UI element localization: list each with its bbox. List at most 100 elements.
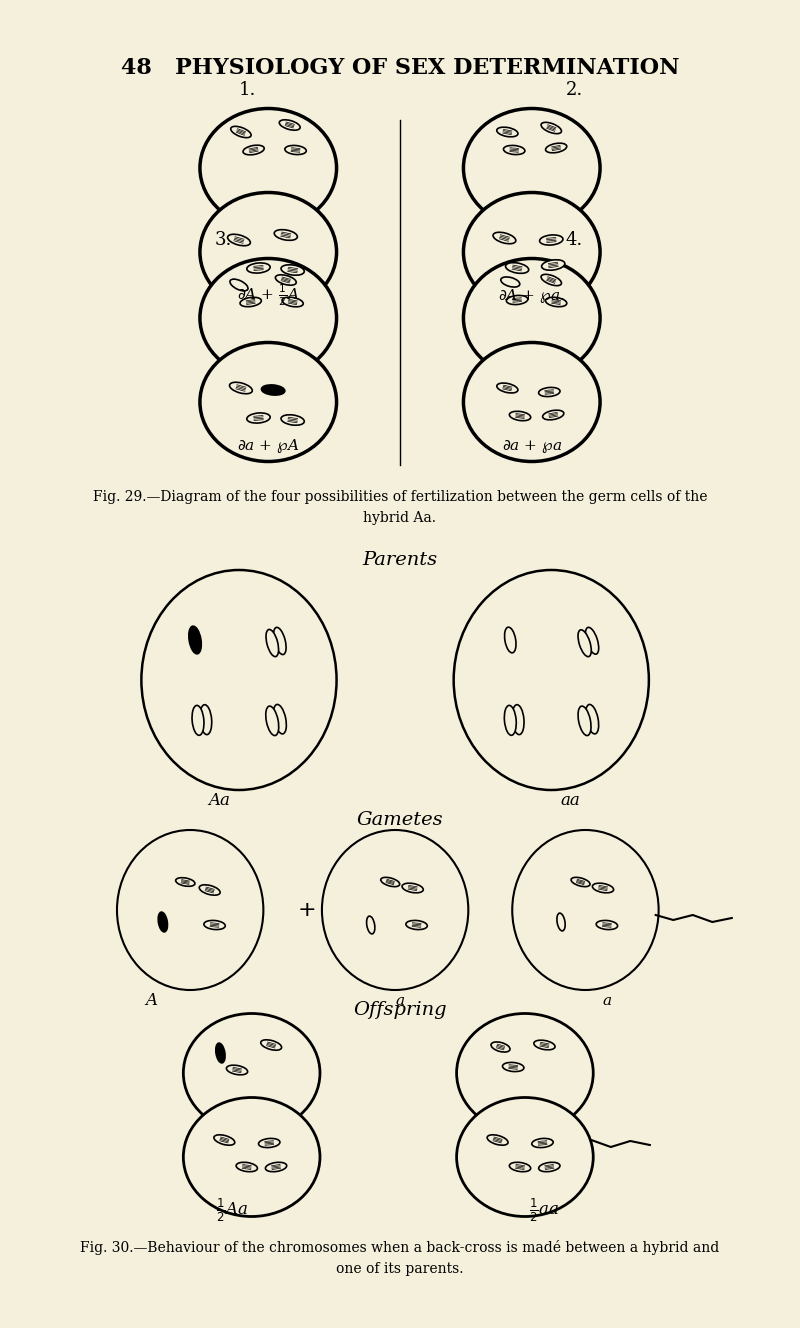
Ellipse shape (117, 830, 263, 989)
Text: $\frac{1}{2}$Aa: $\frac{1}{2}$Aa (216, 1197, 248, 1224)
Ellipse shape (258, 1138, 280, 1147)
Ellipse shape (381, 878, 400, 887)
Ellipse shape (463, 343, 600, 462)
Ellipse shape (532, 1138, 553, 1147)
Ellipse shape (454, 570, 649, 790)
Ellipse shape (538, 388, 560, 397)
Ellipse shape (183, 1097, 320, 1216)
Text: 4.: 4. (566, 231, 583, 250)
Ellipse shape (546, 143, 566, 153)
Ellipse shape (578, 629, 591, 656)
Ellipse shape (236, 1162, 258, 1171)
Text: Fig. 29.—Diagram of the four possibilities of fertilization between the germ cel: Fig. 29.—Diagram of the four possibiliti… (93, 490, 707, 525)
Ellipse shape (230, 126, 251, 138)
Text: $\frac{1}{2}$aa: $\frac{1}{2}$aa (530, 1197, 559, 1224)
Ellipse shape (200, 109, 337, 227)
Ellipse shape (506, 295, 528, 304)
Ellipse shape (586, 627, 598, 655)
Text: $\partial$A + $\wp$a.: $\partial$A + $\wp$a. (498, 287, 565, 305)
Ellipse shape (240, 297, 262, 307)
Ellipse shape (200, 705, 212, 734)
Ellipse shape (512, 705, 524, 734)
Ellipse shape (200, 259, 337, 377)
Text: +: + (298, 900, 317, 920)
Ellipse shape (512, 830, 658, 989)
Ellipse shape (402, 883, 423, 892)
Ellipse shape (542, 410, 564, 420)
Text: 48   PHYSIOLOGY OF SEX DETERMINATION: 48 PHYSIOLOGY OF SEX DETERMINATION (121, 57, 679, 78)
Ellipse shape (541, 122, 562, 134)
Ellipse shape (539, 235, 563, 246)
Ellipse shape (541, 275, 562, 286)
Text: a: a (602, 993, 611, 1008)
Ellipse shape (282, 297, 303, 307)
Ellipse shape (491, 1042, 510, 1052)
Ellipse shape (366, 916, 375, 934)
Ellipse shape (487, 1135, 508, 1145)
Ellipse shape (557, 914, 565, 931)
Text: $\partial$a + $\wp$A: $\partial$a + $\wp$A (237, 437, 299, 456)
Text: 1.: 1. (239, 81, 256, 100)
Ellipse shape (503, 145, 525, 154)
Ellipse shape (501, 278, 520, 287)
Ellipse shape (266, 1162, 286, 1171)
Ellipse shape (586, 704, 598, 734)
Text: a: a (395, 993, 405, 1008)
Ellipse shape (279, 120, 300, 130)
Ellipse shape (274, 627, 286, 655)
Ellipse shape (243, 145, 264, 155)
Ellipse shape (571, 878, 590, 887)
Ellipse shape (463, 259, 600, 377)
Ellipse shape (546, 297, 566, 307)
Ellipse shape (183, 1013, 320, 1133)
Ellipse shape (506, 263, 529, 274)
Ellipse shape (266, 706, 278, 736)
Ellipse shape (281, 264, 304, 275)
Ellipse shape (192, 705, 204, 736)
Ellipse shape (510, 412, 530, 421)
Ellipse shape (230, 279, 248, 291)
Ellipse shape (592, 883, 614, 892)
Ellipse shape (510, 1162, 530, 1171)
Ellipse shape (158, 912, 167, 932)
Ellipse shape (281, 414, 304, 425)
Text: Fig. 30.—Behaviour of the chromosomes when a back-cross is madé between a hybrid: Fig. 30.—Behaviour of the chromosomes wh… (80, 1240, 720, 1276)
Ellipse shape (274, 704, 286, 734)
Ellipse shape (275, 275, 296, 286)
Ellipse shape (176, 878, 195, 886)
Ellipse shape (497, 127, 518, 137)
Text: Gametes: Gametes (357, 811, 443, 829)
Ellipse shape (463, 109, 600, 227)
Ellipse shape (578, 706, 591, 736)
Ellipse shape (227, 234, 250, 246)
Ellipse shape (463, 193, 600, 312)
Text: aa: aa (561, 791, 581, 809)
Ellipse shape (216, 1042, 225, 1062)
Ellipse shape (502, 1062, 524, 1072)
Text: Aa: Aa (209, 791, 230, 809)
Ellipse shape (493, 232, 516, 244)
Text: A: A (145, 992, 157, 1009)
Ellipse shape (200, 193, 337, 312)
Ellipse shape (142, 570, 337, 790)
Text: Offspring: Offspring (353, 1001, 447, 1019)
Ellipse shape (406, 920, 427, 930)
Ellipse shape (542, 260, 565, 270)
Text: 3.: 3. (214, 231, 232, 250)
Ellipse shape (199, 884, 220, 895)
Ellipse shape (322, 830, 468, 989)
Ellipse shape (247, 413, 270, 424)
Ellipse shape (274, 230, 298, 240)
Text: $\partial$a + $\wp$a: $\partial$a + $\wp$a (502, 438, 562, 456)
Ellipse shape (457, 1013, 594, 1133)
Ellipse shape (189, 627, 202, 653)
Text: $\partial$A + $\frac{1}{2}$A: $\partial$A + $\frac{1}{2}$A (237, 283, 299, 308)
Ellipse shape (200, 343, 337, 462)
Ellipse shape (538, 1162, 560, 1171)
Ellipse shape (504, 705, 516, 736)
Ellipse shape (214, 1135, 234, 1145)
Ellipse shape (266, 629, 278, 656)
Ellipse shape (457, 1097, 594, 1216)
Ellipse shape (596, 920, 618, 930)
Text: Parents: Parents (362, 551, 438, 568)
